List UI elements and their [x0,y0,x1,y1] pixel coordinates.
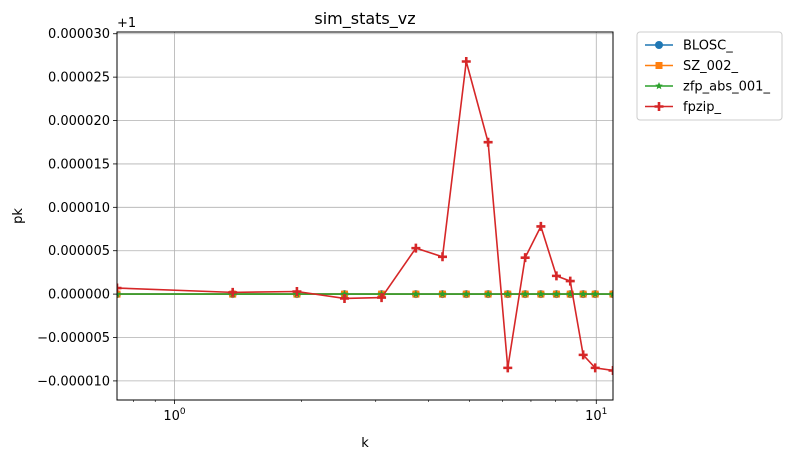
y-tick-label: 0.000005 [48,244,110,259]
series-line [117,61,613,372]
y-axis-label: pk [11,208,26,224]
marker-plus [483,137,493,147]
marker-star [655,82,663,90]
marker-plus [340,293,350,303]
legend-label: BLOSC_ [683,39,733,54]
legend-item: fpzip_ [645,100,722,115]
marker-star [117,290,121,298]
legend: BLOSC_ SZ_002_ zfp_abs_001_ fpzip_ [636,31,783,121]
grid [117,32,613,400]
marker-star [438,290,447,298]
marker-plus [461,57,471,67]
y-tick-label: 0.000025 [48,71,110,86]
x-tick-label: 101 [585,407,607,424]
marker-star [462,290,471,298]
marker-star [537,290,545,298]
marker-star [552,290,561,298]
legend-item: BLOSC_ [645,39,733,54]
marker-plus [438,252,448,262]
y-tick-label: 0.000030 [48,27,110,42]
marker-plus [578,350,588,360]
y-tick-label: −0.000010 [37,374,110,389]
marker-plus [228,287,238,297]
marker-star [579,290,587,298]
legend-box [636,31,783,121]
series-fpzip [117,57,613,375]
marker-plus [117,283,122,293]
y-tick-label: 0.000010 [48,201,110,216]
offset-text: +1 [117,16,136,31]
axis-ticks: −0.000010 −0.000005 0.000000 0.000005 0.0000… [37,27,607,424]
legend-label: zfp_abs_001_ [683,80,770,95]
marker-plus [551,271,561,281]
marker-star [412,290,420,298]
marker-star [521,290,529,298]
chart-title: sim_stats_vz [314,9,415,29]
marker-star [340,290,349,298]
legend-item: SZ_002_ [645,59,738,74]
marker-plus [536,221,546,231]
marker-star [503,290,512,298]
marker-star [591,290,600,298]
marker-plus [654,102,664,111]
marker-plus [503,363,513,373]
x-axis-label: k [361,436,369,451]
marker-star [484,290,492,298]
marker-star [609,290,613,298]
marker-plus [292,287,302,297]
x-tick-label: 100 [163,407,186,424]
marker-plus [377,293,387,303]
legend-item: zfp_abs_001_ [645,80,770,95]
legend-label: SZ_002_ [683,59,738,74]
series-layer [117,57,613,375]
plot-frame [116,31,614,401]
marker-plus [608,365,613,375]
marker-plus [565,276,575,286]
marker-circle [655,41,663,49]
marker-plus [411,243,421,253]
y-tick-label: 0.000020 [48,114,110,129]
marker-plus [590,363,600,373]
marker-square [655,62,663,69]
series-zfp-abs-001 [117,290,613,298]
legend-label: fpzip_ [683,100,722,115]
y-tick-label: −0.000005 [37,331,110,346]
marker-plus [520,253,530,263]
y-tick-label: 0.000015 [48,157,110,172]
y-tick-label: 0.000000 [48,288,110,303]
